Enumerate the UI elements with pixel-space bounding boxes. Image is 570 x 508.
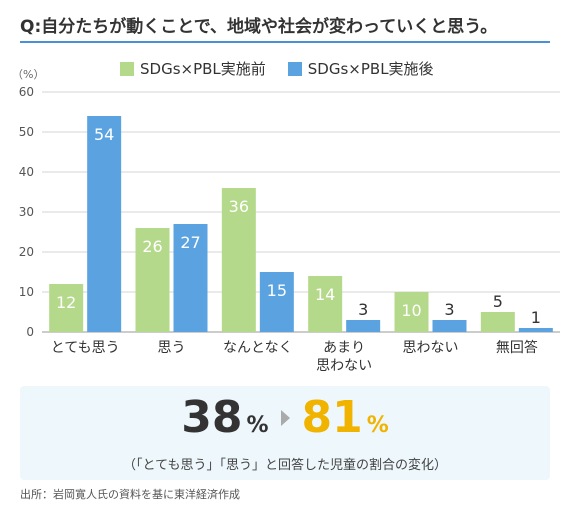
data-label: 27 — [180, 233, 200, 252]
x-tick-label: あまり — [323, 340, 365, 356]
data-label: 5 — [493, 292, 503, 311]
bar-before — [135, 228, 170, 332]
arrow-icon — [280, 410, 290, 426]
data-label: 3 — [358, 300, 368, 319]
title-underline — [20, 41, 550, 43]
data-label: 26 — [142, 237, 162, 256]
x-tick-label: 思わない — [316, 358, 372, 374]
legend-label-before: SDGs×PBL実施前 — [140, 60, 266, 78]
y-axis-unit-label: （%） — [12, 68, 45, 81]
summary-box: 38 % 81 % （「とても思う」「思う」と回答した児童の割合の変化） — [20, 386, 550, 480]
bar-after — [87, 116, 122, 332]
y-tick-label: 0 — [26, 325, 34, 339]
y-tick-label: 30 — [19, 205, 34, 219]
y-tick-label: 20 — [19, 245, 34, 259]
y-tick-label: 60 — [19, 85, 34, 99]
data-label: 15 — [267, 281, 287, 300]
x-tick-label: 無回答 — [496, 339, 538, 356]
y-tick-label: 40 — [19, 165, 34, 179]
bar-after — [346, 320, 381, 332]
summary-note: （「とても思う」「思う」と回答した児童の割合の変化） — [123, 458, 447, 473]
y-tick-label: 50 — [19, 125, 34, 139]
x-tick-label: とても思う — [51, 340, 120, 356]
source-credit: 出所：岩岡寛人氏の資料を基に東洋経済作成 — [20, 488, 240, 501]
bar-before — [49, 284, 84, 332]
legend-swatch-after — [287, 61, 302, 76]
bar-before — [394, 292, 429, 332]
before-pct: % — [246, 413, 269, 438]
data-label: 10 — [401, 301, 421, 320]
bar-after — [259, 272, 294, 332]
x-tick-label: なんとなく — [223, 340, 293, 356]
bar-before — [480, 312, 515, 332]
y-tick-label: 10 — [19, 285, 34, 299]
bar-after — [432, 320, 467, 332]
data-label: 3 — [444, 300, 454, 319]
bar-before — [308, 276, 343, 332]
after-value: 81 — [301, 392, 363, 443]
summary-values: 38 % 81 % — [20, 396, 550, 440]
legend-label-after: SDGs×PBL実施後 — [307, 60, 434, 78]
legend-swatch-before — [120, 61, 134, 76]
data-label: 36 — [229, 197, 249, 216]
data-label: 1 — [531, 308, 541, 327]
x-tick-label: 思う — [158, 340, 186, 356]
chart-question-title: Q:自分たちが動くことで、地域や社会が変わっていくと思う。 — [20, 17, 498, 37]
x-tick-label: 思わない — [403, 340, 459, 356]
legend-item-after: SDGs×PBL実施後 — [287, 58, 434, 79]
bar-after — [518, 328, 553, 332]
data-label: 14 — [315, 285, 335, 304]
legend: SDGs×PBL実施前 SDGs×PBL実施後 — [120, 58, 434, 79]
legend-item-before: SDGs×PBL実施前 — [120, 58, 266, 79]
before-value: 38 — [181, 392, 243, 443]
data-label: 12 — [56, 293, 76, 312]
bar-before — [221, 188, 256, 332]
data-label: 54 — [94, 125, 114, 144]
bar-after — [173, 224, 208, 332]
after-pct: % — [366, 413, 389, 438]
